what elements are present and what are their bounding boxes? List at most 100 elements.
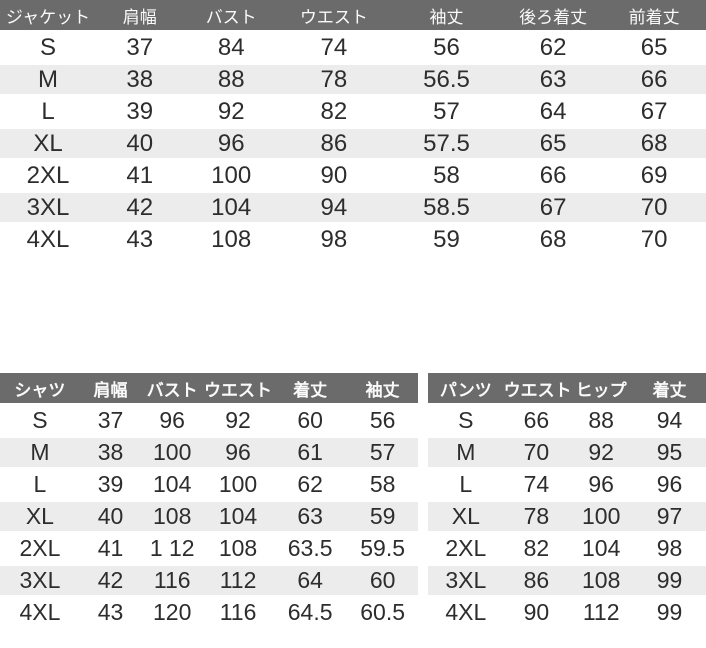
column-header: ウエスト (278, 0, 389, 30)
measurement-value: 60 (347, 566, 418, 595)
size-label: 3XL (428, 566, 504, 595)
column-header: ウエスト (203, 373, 273, 403)
measurement-value: 41 (96, 161, 184, 190)
measurement-value: 99 (633, 598, 706, 627)
measurement-value: 66 (504, 161, 603, 190)
table-row: 4XL 90 112 99 (428, 598, 706, 627)
size-label: XL (0, 502, 80, 531)
size-label: S (0, 33, 97, 62)
measurement-value: 61 (272, 438, 348, 467)
size-label: M (428, 438, 504, 467)
measurement-value: 64 (272, 566, 348, 595)
measurement-value: 108 (183, 225, 279, 254)
measurement-value: 37 (96, 33, 184, 62)
measurement-value: 37 (79, 406, 142, 435)
table-row: S 37 96 92 60 56 (0, 406, 418, 435)
header-row: パンツ ウエスト ヒップ 着丈 (428, 373, 706, 403)
measurement-value: 64 (504, 97, 603, 126)
measurement-value: 78 (278, 65, 389, 94)
measurement-value: 59 (388, 225, 505, 254)
column-header: 肩幅 (96, 0, 184, 30)
column-header: 前着丈 (602, 0, 706, 30)
measurement-value: 60.5 (347, 598, 418, 627)
table-row: XL 78 100 97 (428, 502, 706, 531)
measurement-value: 56 (388, 33, 505, 62)
size-label: S (428, 406, 504, 435)
measurement-value: 65 (602, 33, 706, 62)
measurement-value: 90 (278, 161, 389, 190)
measurement-value: 38 (79, 438, 142, 467)
measurement-value: 68 (602, 129, 706, 158)
column-header: ヒップ (569, 373, 634, 403)
measurement-value: 116 (203, 598, 273, 627)
measurement-value: 90 (503, 598, 570, 627)
measurement-value: 67 (504, 193, 603, 222)
size-label: 3XL (0, 193, 97, 222)
measurement-value: 1 12 (141, 534, 204, 563)
table-row: 4XL 43 120 116 64.5 60.5 (0, 598, 418, 627)
table-row: M 38 88 78 56.5 63 66 (0, 65, 706, 94)
table-row: S 37 84 74 56 62 65 (0, 33, 706, 62)
column-header: 着丈 (633, 373, 706, 403)
measurement-value: 40 (79, 502, 142, 531)
table-title-header: ジャケット (0, 0, 97, 30)
jacket-size-table: ジャケット 肩幅 バスト ウエスト 袖丈 後ろ着丈 前着丈 S 37 84 74 56 62 65 M 38 8… (0, 0, 706, 257)
measurement-value: 41 (79, 534, 142, 563)
table-row: 4XL 43 108 98 59 68 70 (0, 225, 706, 254)
measurement-value: 112 (203, 566, 273, 595)
table-row: 2XL 41 100 90 58 66 69 (0, 161, 706, 190)
column-header: 袖丈 (347, 373, 418, 403)
header-row: ジャケット 肩幅 バスト ウエスト 袖丈 後ろ着丈 前着丈 (0, 0, 706, 30)
measurement-value: 100 (203, 470, 273, 499)
table-row: S 66 88 94 (428, 406, 706, 435)
measurement-value: 57.5 (388, 129, 505, 158)
measurement-value: 70 (602, 225, 706, 254)
measurement-value: 108 (569, 566, 634, 595)
table-row: 3XL 42 104 94 58.5 67 70 (0, 193, 706, 222)
measurement-value: 60 (272, 406, 348, 435)
column-header: バスト (141, 373, 204, 403)
measurement-value: 65 (504, 129, 603, 158)
size-label: M (0, 438, 80, 467)
measurement-value: 86 (503, 566, 570, 595)
measurement-value: 63.5 (272, 534, 348, 563)
measurement-value: 66 (602, 65, 706, 94)
measurement-value: 96 (141, 406, 204, 435)
measurement-value: 40 (96, 129, 184, 158)
size-label: L (0, 470, 80, 499)
size-label: S (0, 406, 80, 435)
measurement-value: 67 (602, 97, 706, 126)
measurement-value: 62 (504, 33, 603, 62)
measurement-value: 70 (503, 438, 570, 467)
size-label: 2XL (0, 534, 80, 563)
column-header: 後ろ着丈 (504, 0, 603, 30)
measurement-value: 88 (183, 65, 279, 94)
size-label: XL (428, 502, 504, 531)
measurement-value: 59.5 (347, 534, 418, 563)
measurement-value: 70 (602, 193, 706, 222)
measurement-value: 38 (96, 65, 184, 94)
table-row: 2XL 82 104 98 (428, 534, 706, 563)
size-label: 4XL (0, 225, 97, 254)
measurement-value: 96 (569, 470, 634, 499)
measurement-value: 42 (96, 193, 184, 222)
size-label: XL (0, 129, 97, 158)
measurement-value: 62 (272, 470, 348, 499)
header-row: シャツ 肩幅 バスト ウエスト 着丈 袖丈 (0, 373, 418, 403)
size-label: 4XL (428, 598, 504, 627)
measurement-value: 42 (79, 566, 142, 595)
measurement-value: 64.5 (272, 598, 348, 627)
size-label: 2XL (428, 534, 504, 563)
table-title-header: シャツ (0, 373, 80, 403)
measurement-value: 78 (503, 502, 570, 531)
table-row: M 38 100 96 61 57 (0, 438, 418, 467)
measurement-value: 100 (141, 438, 204, 467)
table-row: L 39 104 100 62 58 (0, 470, 418, 499)
table-row: L 39 92 82 57 64 67 (0, 97, 706, 126)
measurement-value: 104 (141, 470, 204, 499)
measurement-value: 57 (388, 97, 505, 126)
measurement-value: 95 (633, 438, 706, 467)
measurement-value: 69 (602, 161, 706, 190)
column-header: 袖丈 (388, 0, 505, 30)
